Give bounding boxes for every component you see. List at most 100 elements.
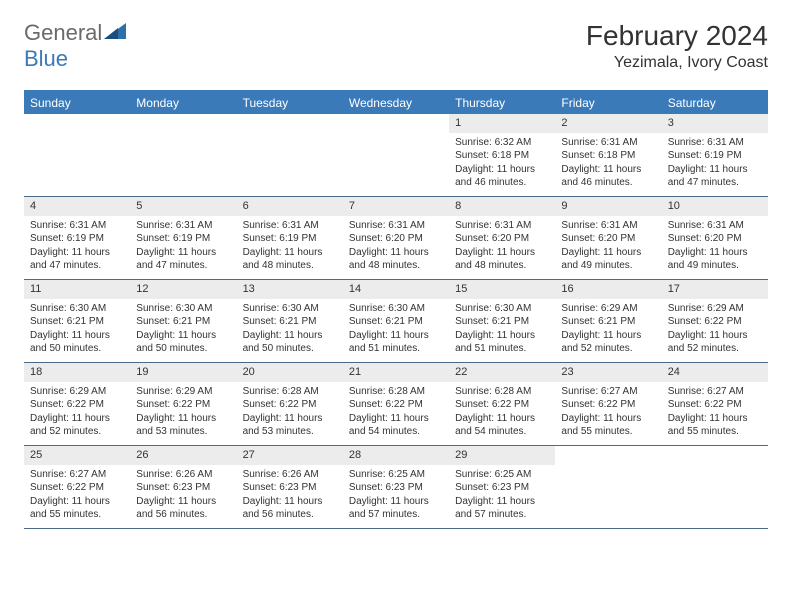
daylight-text: Daylight: 11 hours and 54 minutes. [455, 412, 549, 439]
day-body: Sunrise: 6:26 AMSunset: 6:23 PMDaylight:… [237, 465, 343, 527]
daylight-text: Daylight: 11 hours and 50 minutes. [30, 329, 124, 356]
logo-text-blue: Blue [24, 46, 68, 71]
day-body: Sunrise: 6:28 AMSunset: 6:22 PMDaylight:… [343, 382, 449, 444]
day-cell [24, 114, 130, 196]
day-body: Sunrise: 6:31 AMSunset: 6:20 PMDaylight:… [662, 216, 768, 278]
sunrise-text: Sunrise: 6:31 AM [30, 219, 124, 233]
sunset-text: Sunset: 6:21 PM [349, 315, 443, 329]
day-number: 29 [449, 446, 555, 465]
triangle-icon [104, 21, 126, 46]
sunrise-text: Sunrise: 6:30 AM [243, 302, 337, 316]
weekday-header: Saturday [662, 92, 768, 114]
daylight-text: Daylight: 11 hours and 52 minutes. [30, 412, 124, 439]
daylight-text: Daylight: 11 hours and 57 minutes. [349, 495, 443, 522]
calendar-weeks: 1 Sunrise: 6:32 AM Sunset: 6:18 PM Daylight… [24, 114, 768, 529]
sunset-text: Sunset: 6:21 PM [243, 315, 337, 329]
day-body: Sunrise: 6:31 AMSunset: 6:19 PMDaylight:… [662, 133, 768, 195]
sunrise-text: Sunrise: 6:27 AM [561, 385, 655, 399]
sunrise-text: Sunrise: 6:29 AM [561, 302, 655, 316]
day-body: Sunrise: 6:28 AMSunset: 6:22 PMDaylight:… [449, 382, 555, 444]
day-cell [237, 114, 343, 196]
day-cell: 2Sunrise: 6:31 AMSunset: 6:18 PMDaylight… [555, 114, 661, 196]
day-number: 17 [662, 280, 768, 299]
day-cell: 15Sunrise: 6:30 AMSunset: 6:21 PMDayligh… [449, 280, 555, 362]
sunrise-text: Sunrise: 6:31 AM [668, 136, 762, 150]
sunset-text: Sunset: 6:22 PM [30, 398, 124, 412]
day-number: 22 [449, 363, 555, 382]
sunrise-text: Sunrise: 6:25 AM [349, 468, 443, 482]
day-cell: 9Sunrise: 6:31 AMSunset: 6:20 PMDaylight… [555, 197, 661, 279]
day-cell: 1Sunrise: 6:32 AMSunset: 6:18 PMDaylight… [449, 114, 555, 196]
calendar-week: 1 Sunrise: 6:32 AM Sunset: 6:18 PM Daylight… [24, 114, 768, 197]
sunset-text: Sunset: 6:21 PM [30, 315, 124, 329]
day-number [555, 446, 661, 465]
sunrise-text: Sunrise: 6:31 AM [455, 219, 549, 233]
sunrise-text: Sunrise: 6:30 AM [455, 302, 549, 316]
day-number: 27 [237, 446, 343, 465]
sunrise-text: Sunrise: 6:29 AM [668, 302, 762, 316]
daylight-text: Daylight: 11 hours and 52 minutes. [561, 329, 655, 356]
sunset-text: Sunset: 6:23 PM [136, 481, 230, 495]
day-cell: 24Sunrise: 6:27 AMSunset: 6:22 PMDayligh… [662, 363, 768, 445]
day-number: 26 [130, 446, 236, 465]
day-cell: 17Sunrise: 6:29 AMSunset: 6:22 PMDayligh… [662, 280, 768, 362]
weekday-header: Tuesday [237, 92, 343, 114]
sunrise-text: Sunrise: 6:31 AM [243, 219, 337, 233]
sunset-text: Sunset: 6:18 PM [561, 149, 655, 163]
daylight-text: Daylight: 11 hours and 55 minutes. [30, 495, 124, 522]
sunrise-text: Sunrise: 6:27 AM [668, 385, 762, 399]
day-body: Sunrise: 6:31 AMSunset: 6:19 PMDaylight:… [130, 216, 236, 278]
weekday-header: Wednesday [343, 92, 449, 114]
weekday-header: Sunday [24, 92, 130, 114]
daylight-text: Daylight: 11 hours and 53 minutes. [243, 412, 337, 439]
day-number: 21 [343, 363, 449, 382]
day-cell: 28Sunrise: 6:25 AMSunset: 6:23 PMDayligh… [343, 446, 449, 528]
sunrise-text: Sunrise: 6:28 AM [243, 385, 337, 399]
weekday-header: Monday [130, 92, 236, 114]
sunrise-text: Sunrise: 6:26 AM [136, 468, 230, 482]
day-number: 11 [24, 280, 130, 299]
day-body: Sunrise: 6:31 AMSunset: 6:19 PMDaylight:… [237, 216, 343, 278]
daylight-text: Daylight: 11 hours and 48 minutes. [349, 246, 443, 273]
day-cell: 3Sunrise: 6:31 AMSunset: 6:19 PMDaylight… [662, 114, 768, 196]
day-number: 5 [130, 197, 236, 216]
sunrise-text: Sunrise: 6:26 AM [243, 468, 337, 482]
weekday-header: Friday [555, 92, 661, 114]
day-body: Sunrise: 6:31 AMSunset: 6:20 PMDaylight:… [555, 216, 661, 278]
day-body: Sunrise: 6:30 AMSunset: 6:21 PMDaylight:… [237, 299, 343, 361]
daylight-text: Daylight: 11 hours and 50 minutes. [243, 329, 337, 356]
calendar: SundayMondayTuesdayWednesdayThursdayFrid… [24, 90, 768, 529]
sunset-text: Sunset: 6:22 PM [561, 398, 655, 412]
sunset-text: Sunset: 6:22 PM [30, 481, 124, 495]
day-number: 8 [449, 197, 555, 216]
day-body: Sunrise: 6:30 AMSunset: 6:21 PMDaylight:… [449, 299, 555, 361]
day-body: Sunrise: 6:30 AMSunset: 6:21 PMDaylight:… [130, 299, 236, 361]
daylight-text: Daylight: 11 hours and 57 minutes. [455, 495, 549, 522]
sunrise-text: Sunrise: 6:30 AM [30, 302, 124, 316]
sunset-text: Sunset: 6:20 PM [668, 232, 762, 246]
sunrise-text: Sunrise: 6:28 AM [455, 385, 549, 399]
calendar-week: 4Sunrise: 6:31 AMSunset: 6:19 PMDaylight… [24, 197, 768, 280]
day-body: Sunrise: 6:27 AMSunset: 6:22 PMDaylight:… [662, 382, 768, 444]
day-number: 24 [662, 363, 768, 382]
header: General February 2024 Yezimala, Ivory Co… [24, 20, 768, 72]
daylight-text: Daylight: 11 hours and 50 minutes. [136, 329, 230, 356]
day-number [343, 114, 449, 133]
day-body: Sunrise: 6:29 AMSunset: 6:22 PMDaylight:… [24, 382, 130, 444]
sunset-text: Sunset: 6:21 PM [136, 315, 230, 329]
day-body: Sunrise: 6:31 AMSunset: 6:18 PMDaylight:… [555, 133, 661, 195]
sunrise-text: Sunrise: 6:32 AM [455, 136, 549, 150]
day-number: 6 [237, 197, 343, 216]
logo-text-general: General [24, 20, 102, 46]
day-number: 1 [449, 114, 555, 133]
sunrise-text: Sunrise: 6:29 AM [136, 385, 230, 399]
day-body: Sunrise: 6:25 AMSunset: 6:23 PMDaylight:… [449, 465, 555, 527]
day-cell: 14Sunrise: 6:30 AMSunset: 6:21 PMDayligh… [343, 280, 449, 362]
daylight-text: Daylight: 11 hours and 46 minutes. [455, 163, 549, 190]
sunset-text: Sunset: 6:23 PM [243, 481, 337, 495]
sunrise-text: Sunrise: 6:30 AM [136, 302, 230, 316]
location: Yezimala, Ivory Coast [586, 54, 768, 72]
sunrise-text: Sunrise: 6:31 AM [136, 219, 230, 233]
sunrise-text: Sunrise: 6:27 AM [30, 468, 124, 482]
daylight-text: Daylight: 11 hours and 56 minutes. [136, 495, 230, 522]
